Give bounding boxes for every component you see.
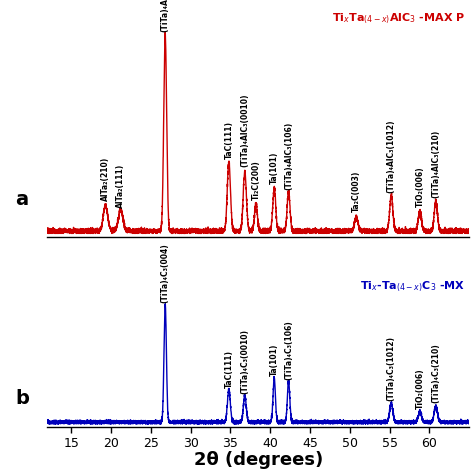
Text: Ta₂C(003): Ta₂C(003) [352,171,361,212]
Text: (TiTa)₄C₃(0010): (TiTa)₄C₃(0010) [240,328,249,393]
Text: AlTa₂(111): AlTa₂(111) [116,164,125,208]
Text: (TiTa)₄C₃(106): (TiTa)₄C₃(106) [284,321,293,381]
Text: 2θ (degrees): 2θ (degrees) [194,451,323,469]
Text: (TiTa)₄AlC₃(1012): (TiTa)₄AlC₃(1012) [387,119,396,193]
Text: (TiTa)₄C₃(1012): (TiTa)₄C₃(1012) [387,336,396,401]
Text: AlTa₂(210): AlTa₂(210) [101,156,110,201]
Text: b: b [15,390,29,409]
Text: (TiTa)₄C₃(210): (TiTa)₄C₃(210) [431,343,440,402]
Text: (TiTa)₄AlC₃(106): (TiTa)₄AlC₃(106) [284,122,293,190]
Text: (TiTa)₄AlC₃(0010): (TiTa)₄AlC₃(0010) [240,94,249,167]
Text: TaC(111): TaC(111) [224,121,233,159]
Text: TiO₂(006): TiO₂(006) [415,368,424,409]
Text: Ti$_x$-Ta$_{(4-x)}$C$_3$ -MX: Ti$_x$-Ta$_{(4-x)}$C$_3$ -MX [360,280,465,294]
Text: (TiTa)₄C₃(004): (TiTa)₄C₃(004) [161,244,170,303]
Text: TiO₂(006): TiO₂(006) [415,166,424,207]
Text: Ta(101): Ta(101) [270,343,279,376]
Text: Ti$_x$Ta$_{(4-x)}$AlC$_3$ -MAX P: Ti$_x$Ta$_{(4-x)}$AlC$_3$ -MAX P [332,12,465,26]
Text: (TiTa)₄AlC₃(210): (TiTa)₄AlC₃(210) [431,130,440,199]
Text: Ti₂C(200): Ti₂C(200) [251,160,260,200]
Text: Ta(101): Ta(101) [270,152,279,184]
Text: a: a [16,190,28,209]
Text: TaC(111): TaC(111) [224,350,233,388]
Text: (TiTa)₄AlC₃(004): (TiTa)₄AlC₃(004) [161,0,170,31]
